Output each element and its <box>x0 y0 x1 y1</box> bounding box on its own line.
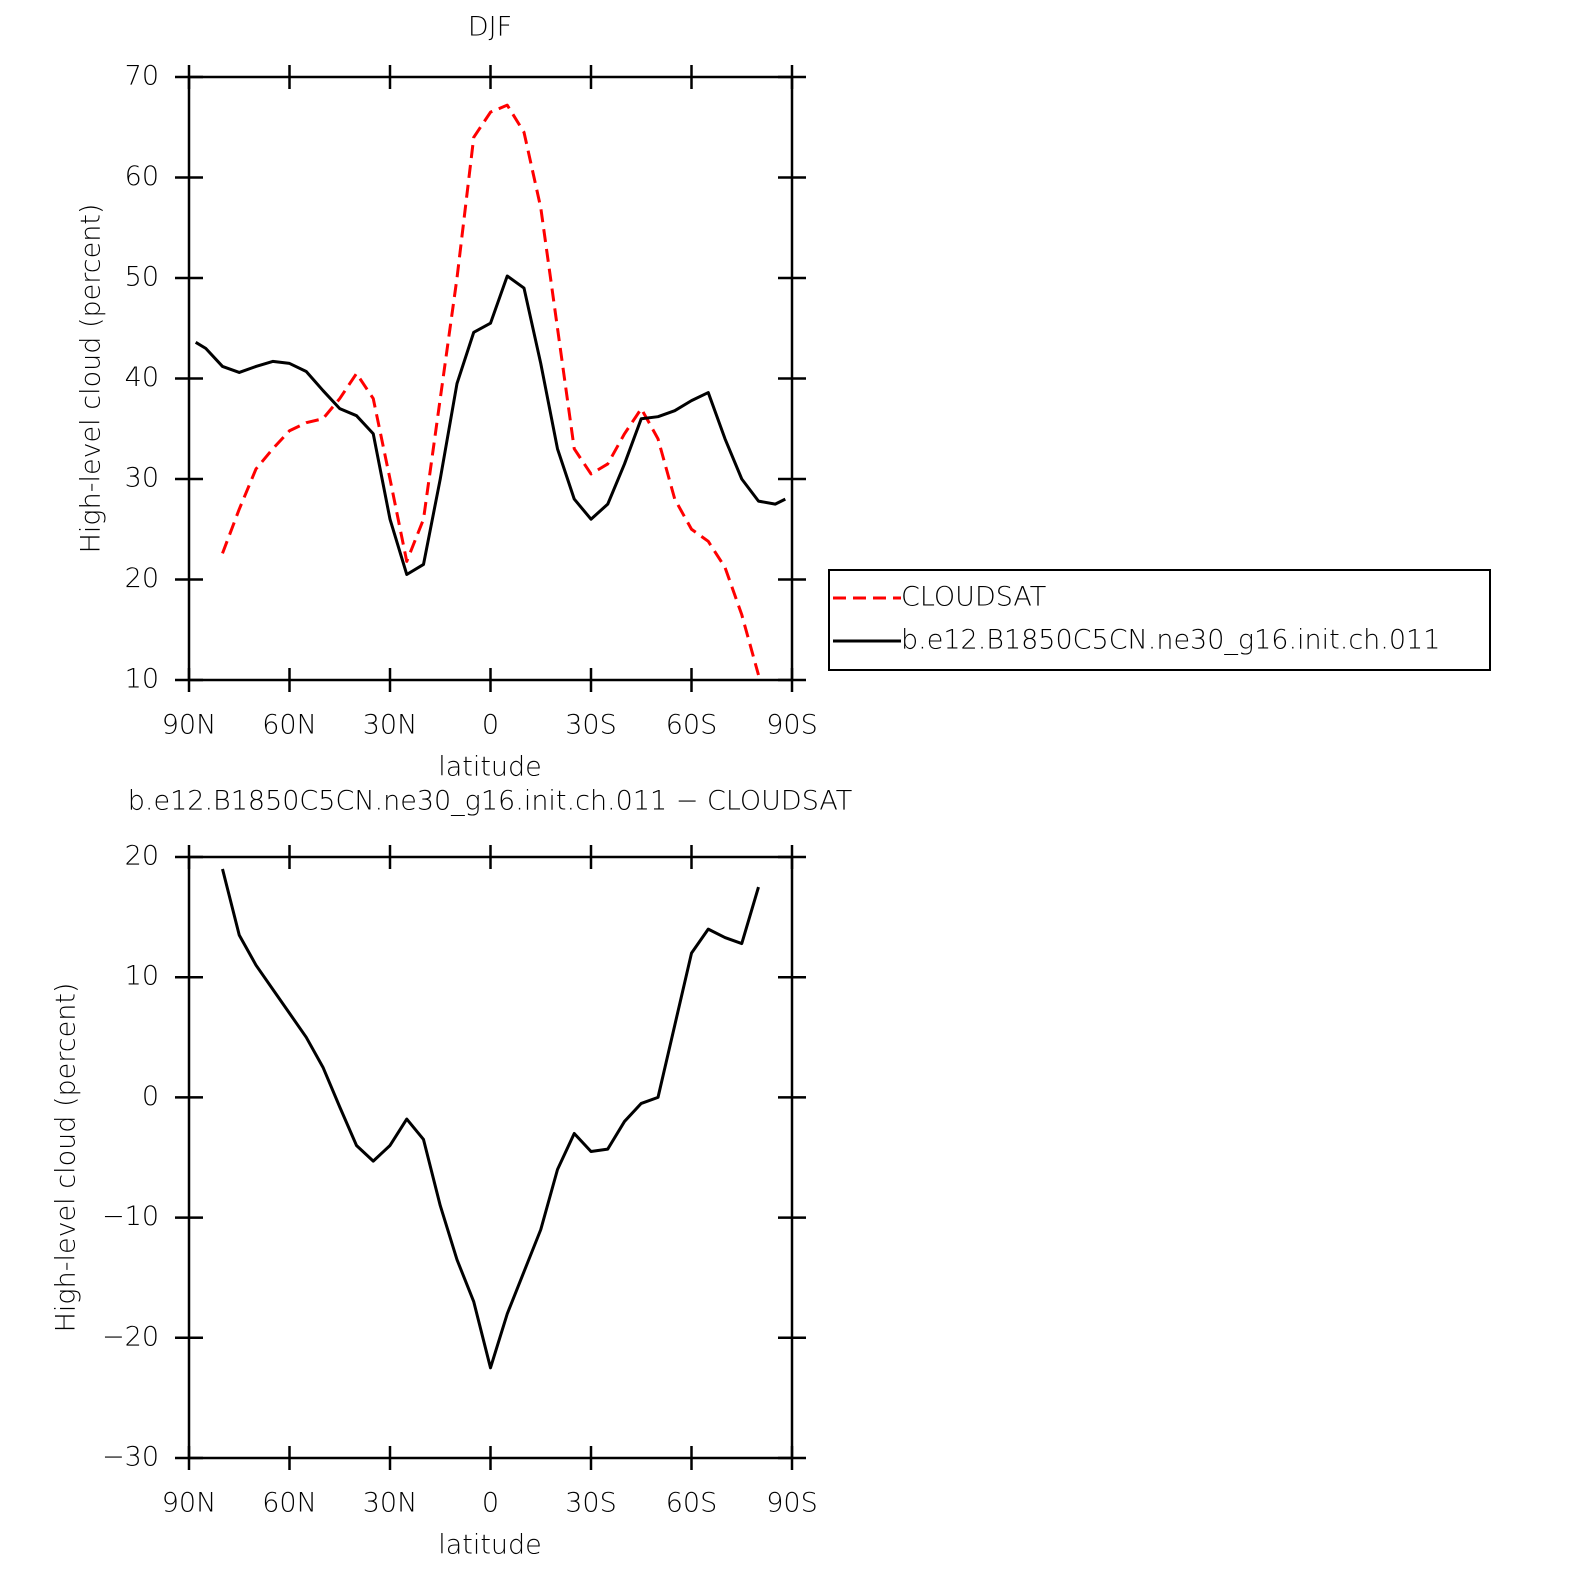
y-axis-label: High-level cloud (percent) <box>51 983 82 1333</box>
y-tick-label: −30 <box>102 1442 159 1473</box>
x-tick-label: 60N <box>262 710 317 741</box>
x-tick-label: 60N <box>262 1488 317 1519</box>
x-tick-label: 0 <box>482 710 499 741</box>
y-tick-label: −20 <box>102 1321 159 1352</box>
data-line <box>221 868 760 1370</box>
y-tick-label: 0 <box>142 1081 159 1112</box>
y-tick-label: 40 <box>125 362 159 393</box>
data-line <box>194 274 786 576</box>
legend-label: CLOUDSAT <box>901 582 1046 613</box>
x-tick-label: 90N <box>162 710 217 741</box>
plot-frame <box>187 855 794 1460</box>
y-tick-label: 50 <box>125 262 159 293</box>
data-line <box>221 103 760 676</box>
legend-label: b.e12.B1850C5CN.ne30_g16.init.ch.011 <box>901 625 1440 656</box>
x-tick-label: 60S <box>666 1488 718 1519</box>
y-tick-label: 10 <box>125 664 159 695</box>
y-tick-label: 30 <box>125 463 159 494</box>
x-tick-label: 30S <box>565 710 617 741</box>
x-tick-label: 60S <box>666 710 718 741</box>
legend-box <box>828 569 1491 671</box>
x-axis-label: latitude <box>438 1530 542 1561</box>
y-tick-label: 20 <box>125 841 159 872</box>
y-tick-label: 60 <box>125 161 159 192</box>
y-tick-label: 20 <box>125 563 159 594</box>
y-axis-label: High-level cloud (percent) <box>76 204 107 554</box>
x-tick-label: 0 <box>482 1488 499 1519</box>
y-tick-label: 70 <box>125 61 159 92</box>
chart-title: b.e12.B1850C5CN.ne30_g16.init.ch.011 − C… <box>128 786 852 817</box>
x-tick-label: 90S <box>766 710 818 741</box>
y-tick-label: 10 <box>125 961 159 992</box>
plot-frame <box>187 75 794 682</box>
x-tick-label: 30S <box>565 1488 617 1519</box>
x-tick-label: 90S <box>766 1488 818 1519</box>
x-tick-label: 30N <box>363 1488 418 1519</box>
x-tick-label: 90N <box>162 1488 217 1519</box>
chart-title: DJF <box>468 12 512 43</box>
y-tick-label: −10 <box>102 1201 159 1232</box>
x-tick-label: 30N <box>363 710 418 741</box>
x-axis-label: latitude <box>438 752 542 783</box>
